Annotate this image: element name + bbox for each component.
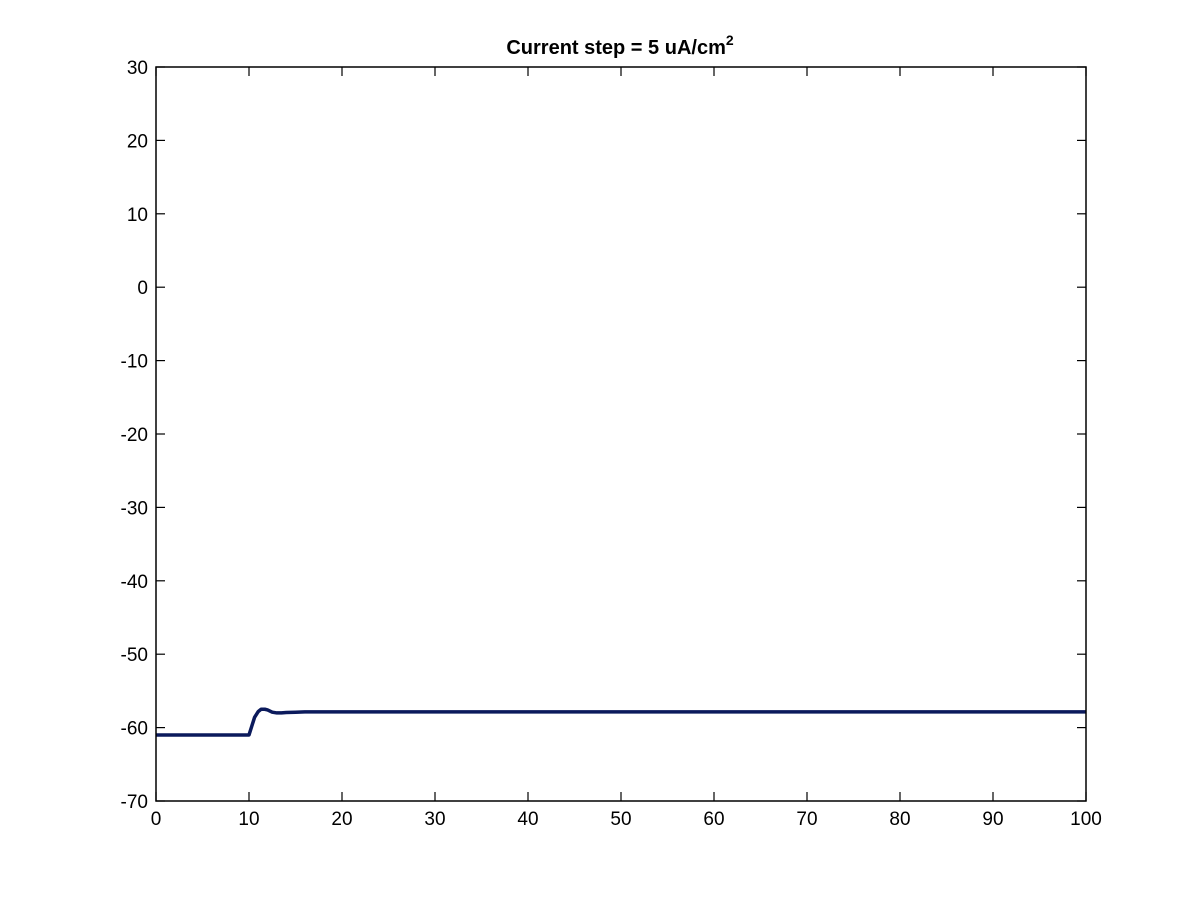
y-tick-label: -40 [121, 572, 148, 593]
x-tick-label: 20 [331, 809, 352, 830]
chart-title: Current step = 5 uA/cm2 [506, 32, 734, 59]
x-tick-label: 0 [151, 809, 162, 830]
y-tick-label: 10 [127, 205, 148, 226]
y-tick-label: -30 [121, 498, 148, 519]
chart-title-main: Current step = 5 uA/cm [506, 37, 726, 59]
y-tick-label: 30 [127, 58, 148, 79]
series-line-1 [156, 707, 1086, 737]
y-tick-label: -50 [121, 645, 148, 666]
x-tick-label: 60 [703, 809, 724, 830]
x-tick-label: 90 [982, 809, 1003, 830]
x-tick-label: 10 [238, 809, 259, 830]
y-tick-label: -20 [121, 425, 148, 446]
y-tick-labels: 30 20 10 0 -10 -20 -30 -40 -50 -60 -70 [121, 58, 148, 813]
x-tick-label: 50 [610, 809, 631, 830]
x-tick-label: 40 [517, 809, 538, 830]
x-tick-label: 70 [796, 809, 817, 830]
x-tick-labels: 0 10 20 30 40 50 60 70 80 90 100 [151, 809, 1102, 830]
y-tick-label: -70 [121, 792, 148, 813]
y-tick-label: -60 [121, 719, 148, 740]
tick-marks [155, 66, 1087, 802]
x-tick-label: 100 [1070, 809, 1102, 830]
chart-title-superscript: 2 [726, 32, 734, 48]
axes-box [155, 66, 1087, 802]
y-tick-label: -10 [121, 352, 148, 373]
series-layer [156, 707, 1086, 737]
y-tick-label: 0 [137, 278, 148, 299]
x-tick-label: 30 [424, 809, 445, 830]
x-tick-label: 80 [889, 809, 910, 830]
y-tick-label: 20 [127, 131, 148, 152]
